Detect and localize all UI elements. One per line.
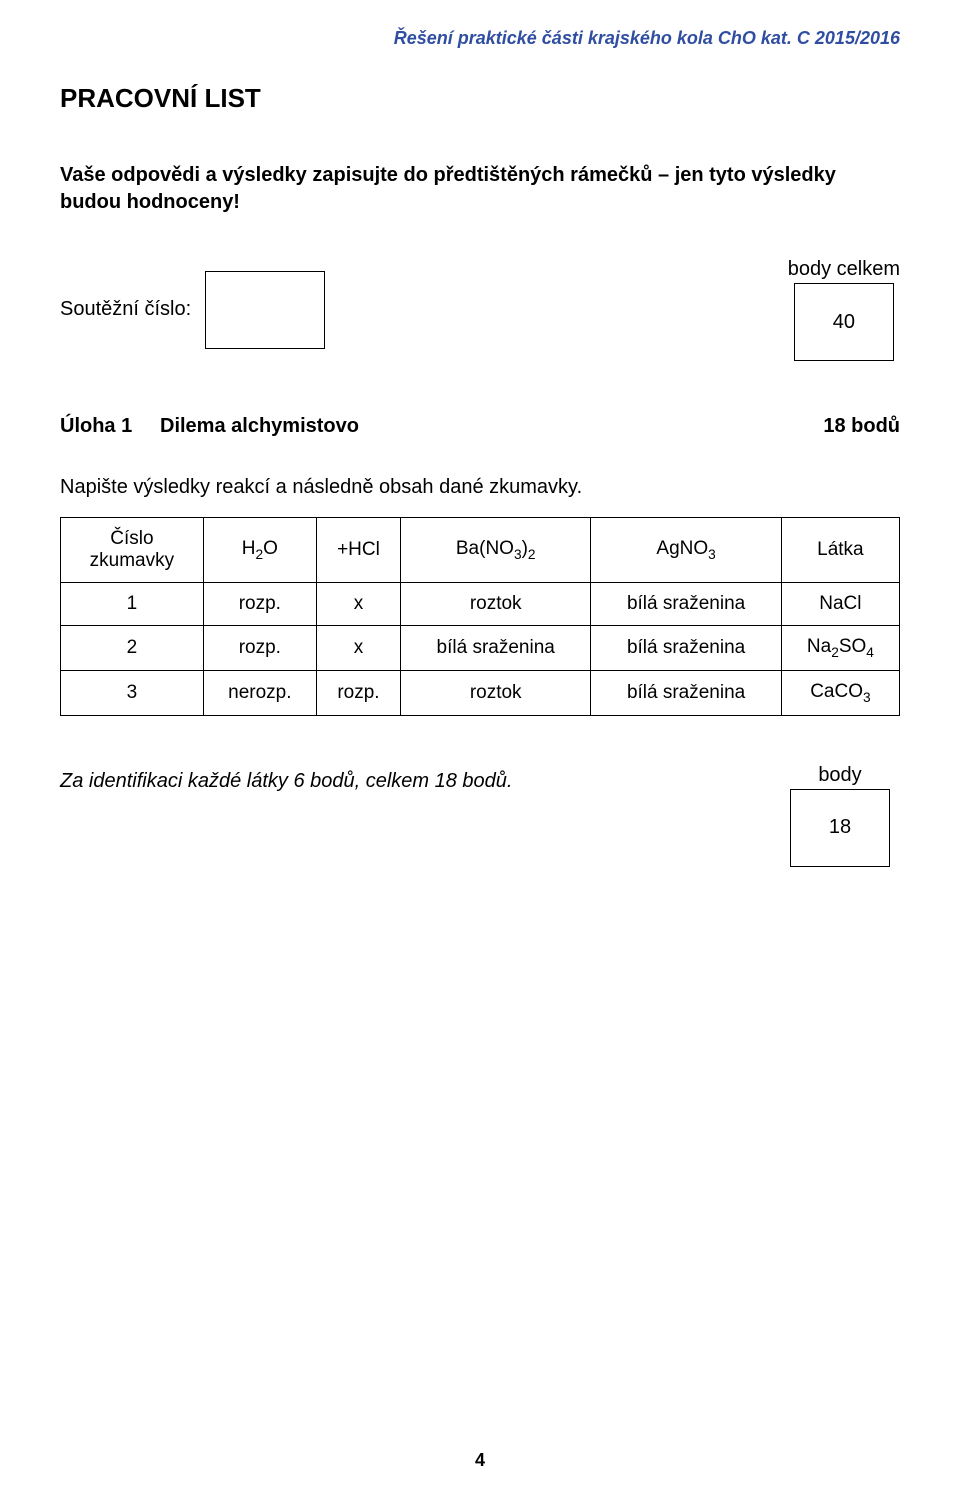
table-cell: 1	[61, 583, 204, 626]
total-score-wrap: body celkem 40	[788, 258, 900, 361]
table-cell: NaCl	[781, 583, 899, 626]
table-row: 1rozp.xroztokbílá sraženinaNaCl	[61, 583, 900, 626]
competitor-label: Soutěžní číslo:	[60, 298, 191, 321]
task-score-wrap: body 18	[780, 764, 900, 867]
task-title: Dilema alchymistovo	[160, 415, 359, 438]
scoring-note: Za identifikaci každé látky 6 bodů, celk…	[60, 764, 780, 793]
table-cell: bílá sraženina	[591, 670, 781, 715]
table-cell: rozp.	[203, 626, 316, 671]
col-h2o: H2O	[203, 518, 316, 583]
table-cell: rozp.	[316, 670, 400, 715]
page-title: PRACOVNÍ LIST	[60, 83, 900, 114]
table-cell: x	[316, 626, 400, 671]
table-header-row: Číslozkumavky H2O +HCl Ba(NO3)2 AgNO3 Lá…	[61, 518, 900, 583]
table-cell: CaCO3	[781, 670, 899, 715]
results-table: Číslozkumavky H2O +HCl Ba(NO3)2 AgNO3 Lá…	[60, 517, 900, 716]
footer-row: Za identifikaci každé látky 6 bodů, celk…	[60, 764, 900, 867]
table-cell: Na2SO4	[781, 626, 899, 671]
page-number: 4	[0, 1450, 960, 1471]
table-cell: nerozp.	[203, 670, 316, 715]
table-cell: bílá sraženina	[401, 626, 591, 671]
table-cell: bílá sraženina	[591, 626, 781, 671]
col-cislo: Číslozkumavky	[61, 518, 204, 583]
task-number: Úloha 1	[60, 415, 160, 438]
table-cell: roztok	[401, 583, 591, 626]
table-cell: rozp.	[203, 583, 316, 626]
total-score-box: 40	[794, 283, 894, 361]
task-points: 18 bodů	[823, 415, 900, 438]
total-score-label: body celkem	[788, 258, 900, 281]
table-cell: bílá sraženina	[591, 583, 781, 626]
task-score-box: 18	[790, 789, 890, 867]
competitor-row: Soutěžní číslo: body celkem 40	[60, 258, 900, 361]
col-agno3: AgNO3	[591, 518, 781, 583]
col-bano3: Ba(NO3)2	[401, 518, 591, 583]
task-heading: Úloha 1 Dilema alchymistovo 18 bodů	[60, 415, 900, 438]
task-score-label: body	[818, 764, 861, 787]
table-body: 1rozp.xroztokbílá sraženinaNaCl2rozp.xbí…	[61, 583, 900, 716]
competitor-number-box[interactable]	[205, 271, 325, 349]
col-latka: Látka	[781, 518, 899, 583]
table-cell: x	[316, 583, 400, 626]
table-cell: roztok	[401, 670, 591, 715]
task-instruction: Napište výsledky reakcí a následně obsah…	[60, 476, 900, 499]
doc-header: Řešení praktické části krajského kola Ch…	[60, 28, 900, 49]
table-row: 2rozp.xbílá sraženinabílá sraženinaNa2SO…	[61, 626, 900, 671]
intro-text: Vaše odpovědi a výsledky zapisujte do př…	[60, 162, 900, 216]
table-cell: 2	[61, 626, 204, 671]
table-cell: 3	[61, 670, 204, 715]
col-hcl: +HCl	[316, 518, 400, 583]
table-row: 3nerozp.rozp.roztokbílá sraženinaCaCO3	[61, 670, 900, 715]
